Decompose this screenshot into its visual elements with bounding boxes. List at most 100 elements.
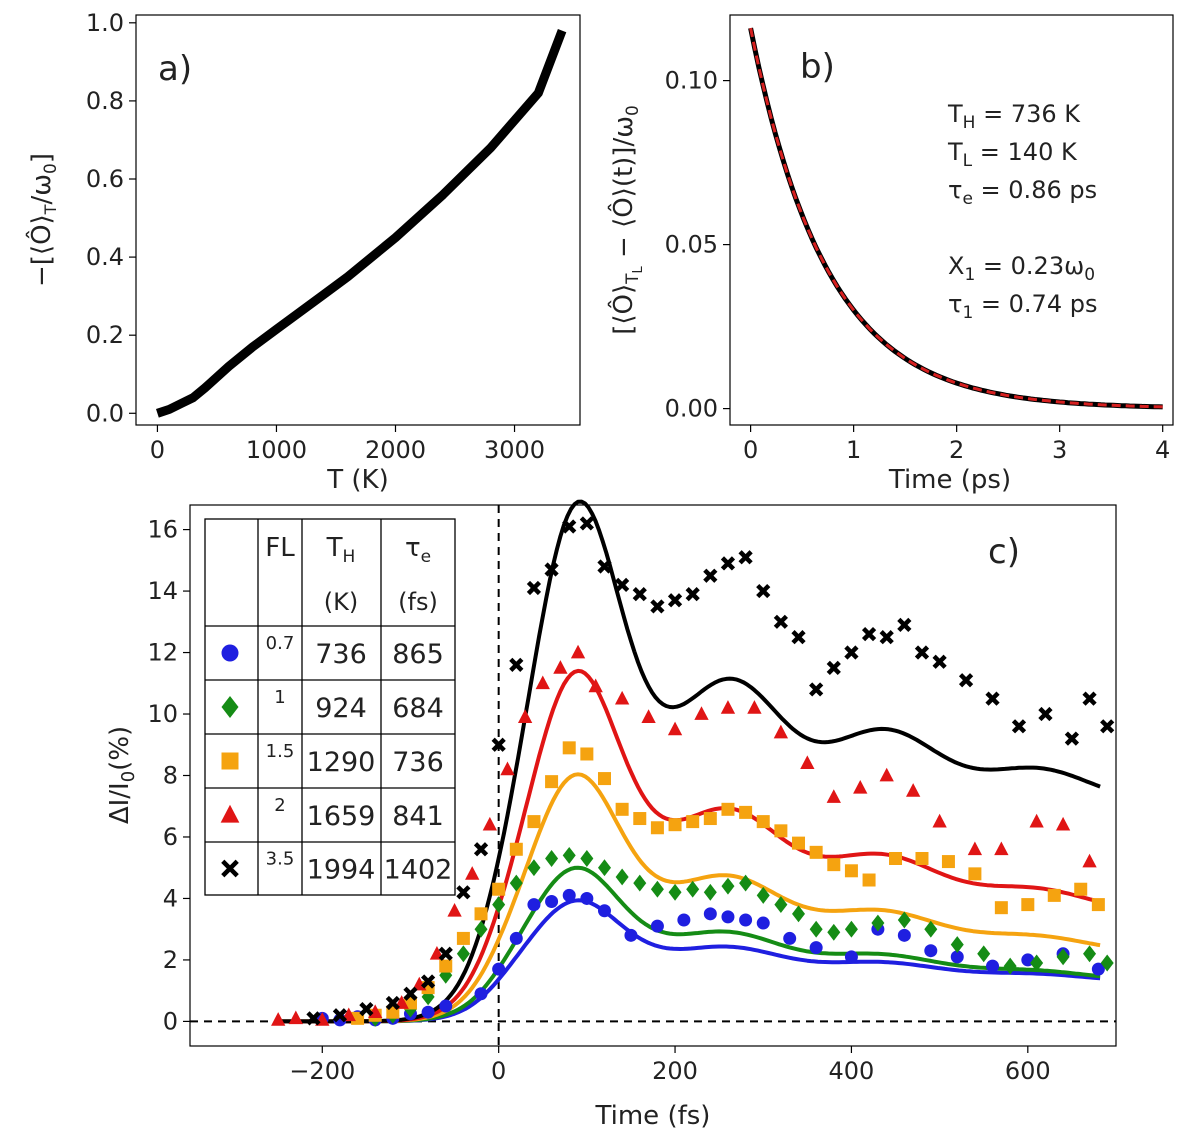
data-point-circle bbox=[783, 931, 797, 945]
data-point-triangle bbox=[465, 866, 480, 880]
panel-c-xtick-label: 600 bbox=[1005, 1057, 1051, 1085]
data-point-x bbox=[773, 614, 788, 629]
legend-fl-value: 1.5 bbox=[266, 741, 295, 762]
annotation-symbol: T bbox=[947, 100, 963, 128]
data-point-x bbox=[958, 673, 974, 688]
data-point-square bbox=[889, 851, 903, 865]
data-point-diamond bbox=[739, 874, 753, 892]
data-point-square bbox=[597, 772, 611, 786]
panel-b-ticks: 0 1 2 3 4 0.00 0.05 0.10 bbox=[665, 67, 1171, 464]
data-point-x bbox=[1011, 719, 1027, 734]
data-point-square bbox=[1074, 882, 1088, 896]
legend-fl-value: 1 bbox=[274, 687, 285, 708]
data-point-triangle bbox=[447, 902, 462, 917]
legend-table: FL TH (K) τe (fs) 0.7 736 865 1 924 684 1.5 1290 736 2… bbox=[204, 518, 456, 896]
data-point-x bbox=[985, 691, 1000, 706]
panel-a-ytick-label: 1.0 bbox=[86, 9, 124, 37]
data-point-square bbox=[844, 864, 858, 878]
annotation-symbol: τ bbox=[948, 290, 962, 318]
data-point-triangle bbox=[906, 783, 921, 797]
data-point-square bbox=[1091, 898, 1105, 912]
data-point-x bbox=[738, 550, 753, 565]
data-point-x bbox=[667, 593, 683, 608]
data-point-circle bbox=[924, 944, 938, 958]
data-point-circle bbox=[509, 931, 523, 945]
legend-te-value: 865 bbox=[392, 639, 444, 670]
legend-header: τe bbox=[405, 533, 431, 567]
data-point-diamond bbox=[686, 880, 700, 898]
data-point-triangle bbox=[747, 700, 762, 714]
panel-b-annotation: τe = 0.86 ps bbox=[948, 176, 1097, 209]
data-point-diamond bbox=[756, 886, 770, 904]
data-point-circle bbox=[597, 904, 611, 918]
data-point-triangle bbox=[570, 644, 586, 659]
data-point-diamond bbox=[977, 945, 991, 963]
legend-th-value: 1659 bbox=[307, 801, 376, 832]
legend-header-unit: (K) bbox=[324, 588, 358, 616]
data-point-diamond bbox=[421, 988, 435, 1006]
data-point-diamond bbox=[456, 945, 470, 963]
panel-c-xtick-label: 200 bbox=[652, 1057, 698, 1085]
data-point-diamond bbox=[1030, 954, 1044, 972]
panel-c-ytick-label: 4 bbox=[163, 884, 178, 912]
annotation-symbol: T bbox=[947, 138, 963, 166]
data-point-circle bbox=[527, 898, 541, 912]
data-point-triangle bbox=[641, 709, 656, 723]
panel-a-letter: a) bbox=[158, 49, 192, 89]
data-point-x bbox=[615, 577, 630, 593]
data-point-circle bbox=[1091, 962, 1105, 976]
panel-a-curve bbox=[155, 28, 567, 418]
panel-a-xlabel: T (K) bbox=[326, 465, 388, 495]
data-point-diamond bbox=[827, 923, 841, 941]
data-point-x bbox=[809, 682, 824, 697]
panel-a-xtick-label: 0 bbox=[150, 436, 165, 464]
data-point-diamond bbox=[1100, 954, 1114, 972]
data-point-triangle bbox=[271, 1012, 286, 1026]
panel-c-ytick-label: 6 bbox=[163, 823, 178, 851]
data-point-x bbox=[359, 1001, 374, 1017]
data-point-triangle bbox=[932, 813, 947, 828]
panel-c-xtick-label: 0 bbox=[491, 1057, 506, 1085]
data-point-triangle bbox=[967, 841, 983, 856]
data-point-square bbox=[668, 818, 682, 832]
panel-b-xtick-label: 0 bbox=[743, 436, 758, 464]
panel-c-ylabel: ΔI/I0(%) bbox=[105, 726, 139, 824]
panel-c-ytick-label: 2 bbox=[163, 946, 178, 974]
data-point-x bbox=[420, 974, 436, 989]
data-point-x bbox=[703, 568, 718, 583]
legend-th-value: 1290 bbox=[307, 747, 376, 778]
panel-b-annotation: X1 = 0.23ω0 bbox=[948, 252, 1095, 285]
panel-a-frame bbox=[135, 14, 581, 426]
data-point-circle bbox=[677, 913, 691, 927]
data-point-diamond bbox=[871, 914, 885, 932]
legend-th-value: 736 bbox=[315, 639, 367, 670]
data-point-x bbox=[861, 626, 877, 642]
panel-c-ytick-label: 12 bbox=[147, 639, 178, 667]
data-point-triangle bbox=[588, 678, 603, 693]
data-point-triangle bbox=[853, 779, 868, 794]
legend-header-unit: (fs) bbox=[398, 588, 438, 616]
panel-a-ytick-label: 0.4 bbox=[86, 243, 124, 271]
data-point-triangle bbox=[694, 706, 709, 720]
data-point-square bbox=[739, 805, 753, 819]
data-point-triangle bbox=[288, 1010, 303, 1025]
data-point-triangle bbox=[535, 675, 550, 690]
annotation-subscript: 0 bbox=[1084, 265, 1095, 285]
data-point-diamond bbox=[492, 896, 506, 914]
data-point-x bbox=[491, 737, 506, 752]
legend-marker-diamond bbox=[221, 695, 239, 719]
data-point-triangle bbox=[500, 761, 515, 776]
panel-c-letter: c) bbox=[988, 532, 1020, 572]
data-point-diamond bbox=[527, 859, 541, 877]
data-point-square bbox=[827, 858, 841, 872]
data-point-square bbox=[615, 802, 629, 816]
data-point-circle bbox=[739, 913, 753, 927]
panel-c-ytick-label: 0 bbox=[163, 1007, 178, 1035]
data-point-circle bbox=[986, 959, 1000, 973]
data-point-diamond bbox=[809, 920, 823, 938]
annotation-value: = 0.23ω bbox=[975, 252, 1084, 280]
data-point-x bbox=[650, 599, 665, 614]
